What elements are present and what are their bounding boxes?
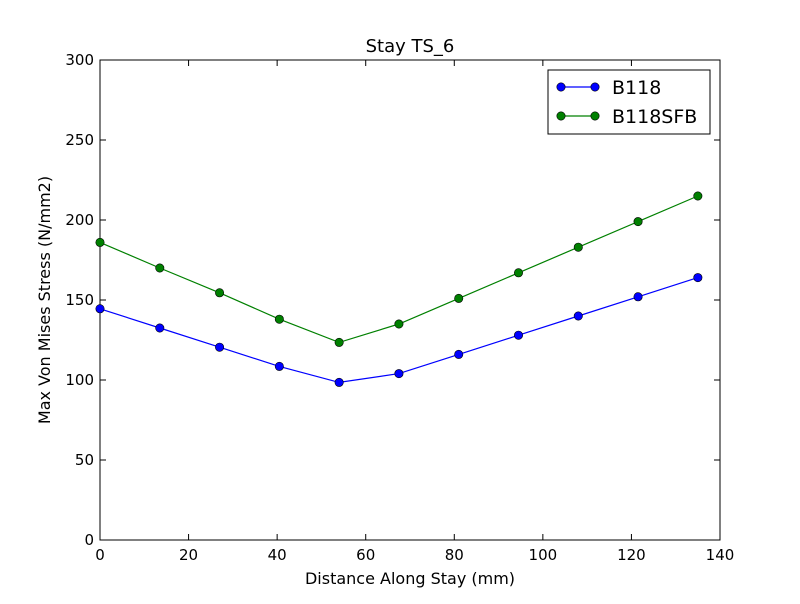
y-tick-label: 100 — [65, 371, 94, 389]
data-point — [633, 217, 643, 227]
series-layer — [95, 191, 703, 387]
data-point — [633, 292, 643, 302]
data-point — [573, 311, 583, 321]
data-point — [513, 268, 523, 278]
x-tick-label: 60 — [356, 546, 375, 564]
data-point — [274, 361, 284, 371]
legend: B118 B118SFB — [547, 69, 711, 135]
chart-title: Stay TS_6 — [366, 36, 455, 57]
y-tick-label: 250 — [65, 131, 94, 149]
x-tick-label: 120 — [617, 546, 646, 564]
data-point — [454, 293, 464, 303]
data-point — [394, 369, 404, 379]
x-axis-label: Distance Along Stay (mm) — [305, 569, 515, 588]
y-tick-label: 300 — [65, 51, 94, 69]
data-point — [274, 314, 284, 324]
plot-area — [99, 59, 721, 541]
data-point — [513, 330, 523, 340]
data-point — [394, 319, 404, 329]
x-tick-label: 100 — [529, 546, 558, 564]
y-tick-label: 50 — [75, 451, 94, 469]
x-tick-label: 80 — [445, 546, 464, 564]
data-point — [215, 288, 225, 298]
data-point — [95, 237, 105, 247]
y-tick-label: 200 — [65, 211, 94, 229]
legend-label: B118SFB — [612, 106, 697, 128]
legend-marker — [556, 82, 566, 92]
axes: 0 20 40 60 80 100 120 140 0 50 100 150 200 250 300 — [65, 51, 734, 564]
data-point — [155, 263, 165, 273]
data-point — [454, 349, 464, 359]
x-tick-label: 40 — [268, 546, 287, 564]
legend-box — [547, 69, 711, 135]
data-point — [693, 273, 703, 283]
data-point — [573, 242, 583, 252]
data-point — [95, 304, 105, 314]
data-point — [334, 377, 344, 387]
legend-marker — [590, 82, 600, 92]
data-point — [215, 342, 225, 352]
data-point — [155, 323, 165, 333]
y-tick-label: 150 — [65, 291, 94, 309]
y-axis-label: Max Von Mises Stress (N/mm2) — [35, 176, 54, 424]
legend-marker — [556, 111, 566, 121]
x-tick-label: 140 — [706, 546, 735, 564]
legend-marker — [590, 111, 600, 121]
x-tick-label: 20 — [179, 546, 198, 564]
legend-label: B118 — [612, 77, 661, 99]
data-point — [334, 337, 344, 347]
data-point — [693, 191, 703, 201]
x-tick-label: 0 — [95, 546, 105, 564]
series-b118sfb — [95, 191, 703, 347]
series-b118 — [95, 273, 703, 387]
y-tick-label: 0 — [84, 531, 94, 549]
